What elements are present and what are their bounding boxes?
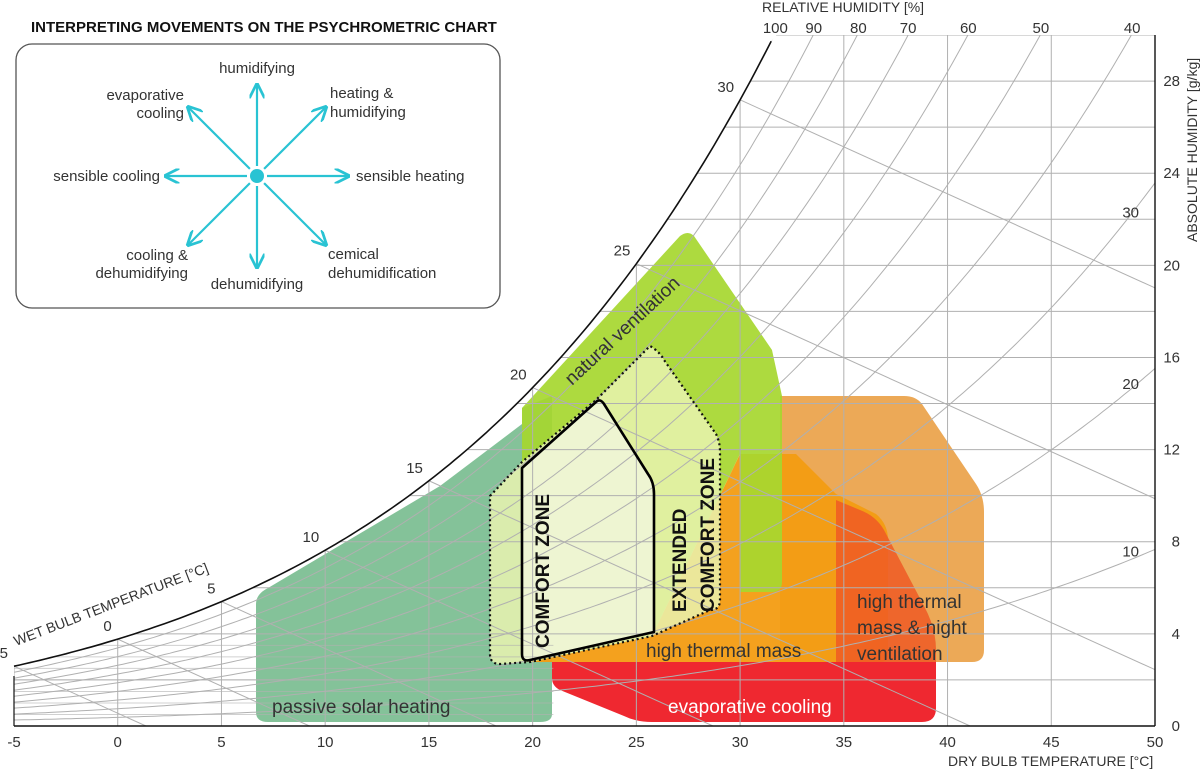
legend-center-dot bbox=[250, 169, 264, 183]
comfort-label: COMFORT ZONE bbox=[533, 494, 554, 648]
legend-sensible-cooling: sensible cooling bbox=[53, 168, 160, 185]
rh-tick-label: 70 bbox=[900, 20, 917, 37]
comfort-outline bbox=[520, 399, 656, 662]
y-tick-label: 0 bbox=[1172, 718, 1180, 735]
night-label-2: mass & night bbox=[857, 618, 968, 639]
x-tick-label: 35 bbox=[835, 734, 852, 751]
wb-tick-label: 5 bbox=[207, 581, 215, 598]
wb-tick-label: 10 bbox=[302, 529, 319, 546]
x-tick-label: 25 bbox=[628, 734, 645, 751]
x-tick-label: 15 bbox=[421, 734, 438, 751]
x-tick-label: 20 bbox=[524, 734, 541, 751]
legend-dehumidifying: dehumidifying bbox=[211, 276, 304, 293]
wb-line-30 bbox=[739, 99, 1155, 726]
ext-label-1: EXTENDED bbox=[670, 509, 691, 612]
zone-comfort bbox=[522, 400, 654, 661]
legend-heat-hum-2: humidifying bbox=[330, 104, 406, 121]
legend-evap-1: evaporative bbox=[106, 87, 184, 104]
legend-arrow-135 bbox=[189, 108, 251, 170]
x-tick-label: 45 bbox=[1043, 734, 1060, 751]
legend-heat-hum-1: heating & bbox=[330, 85, 393, 102]
rh-curve-label: 10 bbox=[1122, 543, 1139, 560]
rh-curve-50 bbox=[14, 35, 1155, 697]
zone-redwedge bbox=[836, 500, 936, 662]
ext-comfort-outline bbox=[488, 344, 722, 666]
zone-passive bbox=[256, 396, 552, 722]
rh-tick-label: 80 bbox=[850, 20, 867, 37]
wb-tick-label: 20 bbox=[510, 367, 527, 384]
y-tick-label: 16 bbox=[1163, 349, 1180, 366]
chart-title: INTERPRETING MOVEMENTS ON THE PSYCHROMET… bbox=[31, 19, 497, 36]
wb-line-5 bbox=[221, 601, 497, 726]
legend-evap-2: cooling bbox=[136, 105, 184, 122]
wb-tick-label: 30 bbox=[717, 79, 734, 96]
rh-tick-label: 60 bbox=[960, 20, 977, 37]
y-tick-label: 20 bbox=[1163, 257, 1180, 274]
rh-curve-40 bbox=[14, 35, 1155, 703]
x-tick-label: -5 bbox=[7, 734, 20, 751]
wb-line-10 bbox=[324, 549, 714, 726]
rh-axis-title: RELATIVE HUMIDITY [%] bbox=[762, 0, 924, 15]
legend: INTERPRETING MOVEMENTS ON THE PSYCHROMET… bbox=[15, 19, 501, 309]
y-tick-label: 24 bbox=[1163, 165, 1180, 182]
x-tick-label: 30 bbox=[732, 734, 749, 751]
y-tick-label: 4 bbox=[1172, 626, 1180, 643]
wb-line--5 bbox=[14, 665, 147, 726]
x-tick-label: 5 bbox=[217, 734, 225, 751]
wb-tick-label: 15 bbox=[406, 460, 423, 477]
axes-layer bbox=[13, 35, 1156, 727]
wb-tick-label: -5 bbox=[0, 645, 8, 662]
saturation-curve bbox=[13, 40, 772, 667]
rh-curve-label: 30 bbox=[1122, 204, 1139, 221]
wb-line-15 bbox=[428, 480, 971, 726]
zone-evap bbox=[552, 662, 936, 722]
evap-label: evaporative cooling bbox=[668, 697, 832, 718]
wb-line-0 bbox=[117, 638, 310, 726]
x-tick-label: 50 bbox=[1147, 734, 1164, 751]
ext-label-2: COMFORT ZONE bbox=[698, 458, 719, 612]
rh-tick-label: 50 bbox=[1033, 20, 1050, 37]
legend-sensible-heating: sensible heating bbox=[356, 168, 464, 185]
night-label-1: high thermal bbox=[857, 592, 962, 613]
y-tick-label: 28 bbox=[1163, 73, 1180, 90]
legend-chem-2: dehumidification bbox=[328, 265, 436, 282]
legend-arrows bbox=[167, 86, 347, 266]
wb-axis-title: WET BULB TEMPERATURE [°C] bbox=[11, 560, 210, 649]
rh-tick-label: 40 bbox=[1124, 20, 1141, 37]
legend-cool-dehum-2: dehumidifying bbox=[95, 265, 188, 282]
passive-label: passive solar heating bbox=[272, 697, 451, 718]
y-axis-title: ABSOLUTE HUMIDITY [g/kg] bbox=[1184, 58, 1200, 242]
night-label-3: ventilation bbox=[857, 644, 943, 665]
rh-curve-label: 20 bbox=[1122, 376, 1139, 393]
legend-humidifying: humidifying bbox=[219, 60, 295, 77]
x-tick-label: 40 bbox=[939, 734, 956, 751]
wb-tick-label: 25 bbox=[614, 243, 631, 260]
thermal-label: high thermal mass bbox=[646, 641, 801, 662]
legend-arrow-45 bbox=[263, 108, 325, 170]
rh-tick-label: 100 bbox=[763, 20, 788, 37]
legend-arrow-315 bbox=[263, 182, 325, 244]
wb-line-25 bbox=[636, 263, 1155, 726]
outline-layer bbox=[488, 344, 722, 666]
zones-layer bbox=[256, 233, 984, 722]
x-tick-label: 0 bbox=[114, 734, 122, 751]
legend-cool-dehum-1: cooling & bbox=[126, 247, 188, 264]
y-tick-label: 8 bbox=[1172, 534, 1180, 551]
x-axis-title: DRY BULB TEMPERATURE [°C] bbox=[948, 753, 1153, 769]
legend-chem-1: cemical bbox=[328, 246, 379, 263]
wb-tick-label: 0 bbox=[103, 618, 111, 635]
rh-tick-label: 90 bbox=[805, 20, 822, 37]
legend-arrow-225 bbox=[189, 182, 251, 244]
x-tick-label: 10 bbox=[317, 734, 334, 751]
y-tick-label: 12 bbox=[1163, 442, 1180, 459]
rh-curve-70 bbox=[14, 35, 1155, 685]
rh-curve-60 bbox=[14, 35, 1155, 691]
rh-curve-90 bbox=[14, 35, 1155, 673]
